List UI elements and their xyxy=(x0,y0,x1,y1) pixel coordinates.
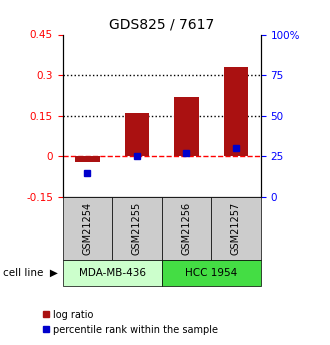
Text: GSM21254: GSM21254 xyxy=(82,202,92,255)
Bar xyxy=(174,97,199,156)
Title: GDS825 / 7617: GDS825 / 7617 xyxy=(109,18,214,32)
Text: GSM21257: GSM21257 xyxy=(231,202,241,255)
Text: MDA-MB-436: MDA-MB-436 xyxy=(79,268,146,278)
Text: cell line  ▶: cell line ▶ xyxy=(3,268,58,278)
Bar xyxy=(224,67,248,156)
Bar xyxy=(75,156,100,162)
Legend: log ratio, percentile rank within the sample: log ratio, percentile rank within the sa… xyxy=(38,306,222,338)
Text: GSM21255: GSM21255 xyxy=(132,202,142,255)
Text: HCC 1954: HCC 1954 xyxy=(185,268,237,278)
Bar xyxy=(125,113,149,156)
Text: GSM21256: GSM21256 xyxy=(182,202,191,255)
